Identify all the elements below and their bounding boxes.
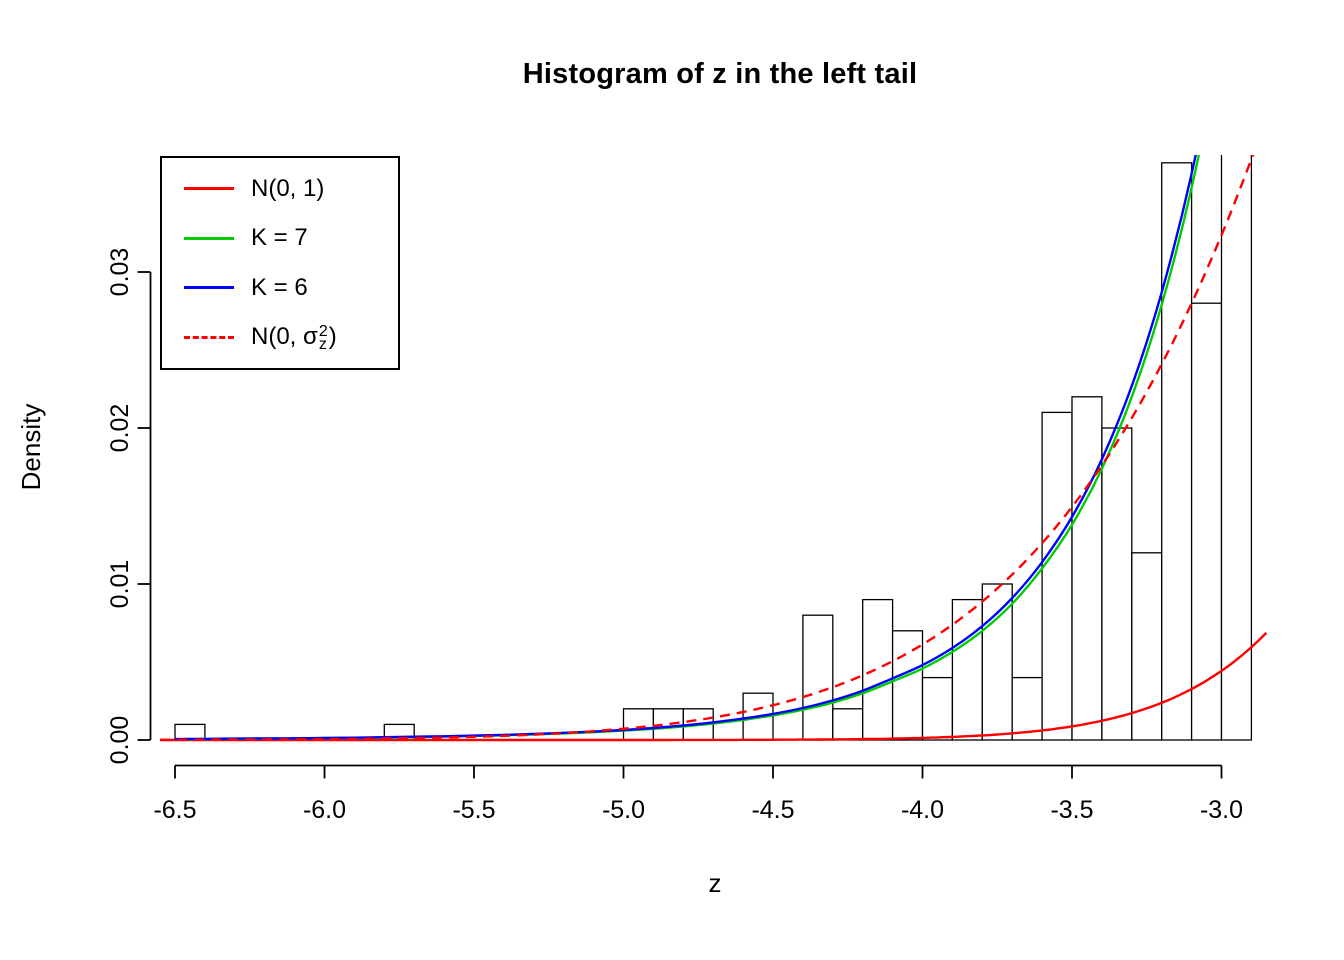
legend-label-n0sigma: N(0, σ 2 z) — [251, 323, 337, 354]
histogram-bar — [174, 723, 206, 741]
legend-entry-k7: K = 7 — [162, 215, 398, 261]
x-tick-label: -3.0 — [1200, 796, 1243, 824]
legend-label-n01: N(0, 1) — [251, 174, 325, 202]
histogram-bar — [891, 630, 924, 741]
legend-line-k6 — [184, 286, 234, 290]
legend-entry-n0sigma: N(0, σ 2 z) — [162, 314, 398, 360]
x-tick-label: -3.5 — [1050, 796, 1093, 824]
x-axis-label: z — [709, 868, 722, 898]
y-axis-label: Density — [16, 404, 46, 491]
histogram-bar — [862, 598, 894, 741]
legend-line-k7 — [184, 236, 234, 240]
histogram-bar — [951, 598, 983, 741]
histogram-bar — [802, 614, 834, 741]
y-tick-label: 0.00 — [106, 716, 134, 765]
histogram-bar — [1071, 396, 1103, 741]
legend-label-pre: N(0, — [251, 323, 304, 351]
axes — [137, 271, 1223, 779]
legend-line-n01 — [184, 187, 234, 191]
x-tick-label: -6.0 — [303, 796, 346, 824]
n01-curve — [160, 631, 1268, 742]
histogram-bar — [832, 708, 864, 741]
legend-label-k6: K = 6 — [251, 273, 308, 301]
legend: N(0, 1) K = 7 K = 6 N(0, σ 2 z) — [160, 156, 400, 370]
y-tick-label: 0.03 — [106, 248, 134, 297]
x-tick-label: -4.0 — [901, 796, 944, 824]
y-tick-label: 0.02 — [106, 404, 134, 453]
histogram-bar — [1190, 302, 1223, 741]
sigma-symbol: σ — [303, 323, 318, 351]
histogram-bar — [622, 708, 655, 741]
x-tick-label: -4.5 — [751, 796, 794, 824]
histogram-bar — [1220, 155, 1253, 741]
histogram-bar — [1011, 676, 1043, 741]
histogram-bars — [174, 155, 1253, 741]
histogram-bar — [1041, 411, 1073, 741]
sigma-subscript: z — [318, 336, 327, 354]
x-tick-label: -6.5 — [153, 796, 196, 824]
legend-label-k7: K = 7 — [251, 224, 308, 252]
legend-label-post: ) — [328, 323, 337, 351]
histogram-bar — [1161, 162, 1193, 741]
legend-entry-n01: N(0, 1) — [162, 166, 398, 212]
histogram-bar — [921, 676, 954, 741]
histogram-bar — [1101, 427, 1133, 741]
density-curves — [160, 155, 1268, 742]
x-tick-label: -5.5 — [452, 796, 495, 824]
x-tick-label: -5.0 — [602, 796, 645, 824]
legend-line-n0sigma — [184, 335, 234, 339]
y-tick-label: 0.01 — [106, 560, 134, 609]
sigma-superscript: 2 — [318, 323, 328, 341]
k6-curve — [174, 155, 1197, 741]
chart-title: Histogram of z in the left tail — [522, 58, 918, 90]
legend-entry-k6: K = 6 — [162, 265, 398, 311]
